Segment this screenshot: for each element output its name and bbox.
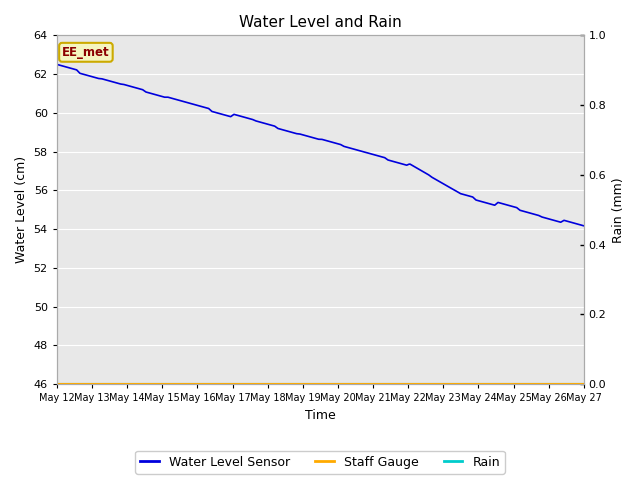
Y-axis label: Water Level (cm): Water Level (cm) [15, 156, 28, 264]
Text: EE_met: EE_met [62, 46, 109, 59]
Legend: Water Level Sensor, Staff Gauge, Rain: Water Level Sensor, Staff Gauge, Rain [135, 451, 505, 474]
X-axis label: Time: Time [305, 409, 336, 422]
Title: Water Level and Rain: Water Level and Rain [239, 15, 402, 30]
Y-axis label: Rain (mm): Rain (mm) [612, 177, 625, 242]
